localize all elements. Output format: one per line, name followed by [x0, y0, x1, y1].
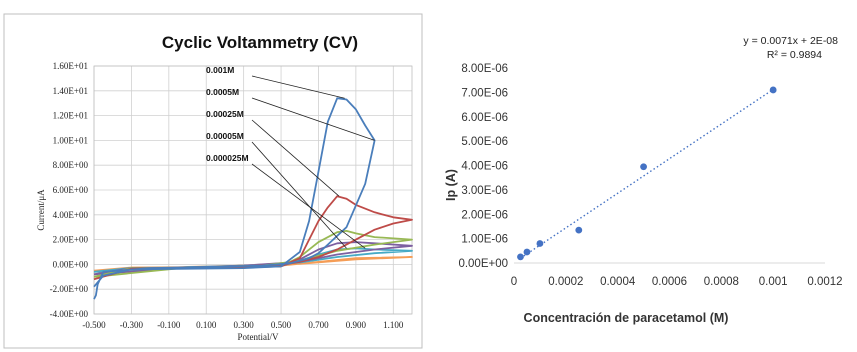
cv-chart: Cyclic Voltammetry (CV) -4.00E+00 -2.00E+… — [3, 13, 423, 349]
cv-x-tick-label: -0.500 — [82, 320, 106, 330]
calibration-chart: 0.00E+00 1.00E-06 2.00E-06 3.00E-06 4.00E-06… — [444, 35, 843, 325]
cal-x-tick-label: 0.0002 — [548, 276, 583, 288]
cv-x-tick-label: -0.300 — [120, 320, 144, 330]
cv-y-tick-label: 0.00E+00 — [53, 259, 89, 269]
cal-x-tick-label: 0.0004 — [600, 276, 636, 288]
cv-y-tick-label: 8.00E+00 — [53, 160, 89, 170]
cal-y-tick-label: 7.00E-06 — [461, 87, 508, 99]
cv-annotations: 0.001M 0.0005M 0.00025M 0.00005M 0.000025M — [206, 65, 375, 249]
cal-x-tick-label: 0.0006 — [652, 276, 687, 288]
cal-equation: y = 0.0071x + 2E-08 — [743, 35, 838, 47]
cal-y-tick-label: 0.00E+00 — [458, 258, 508, 270]
cal-y-tick-labels: 0.00E+00 1.00E-06 2.00E-06 3.00E-06 4.00E-06… — [458, 63, 508, 270]
cal-y-tick-label: 2.00E-06 — [461, 209, 508, 221]
cal-data-points — [517, 86, 777, 261]
cv-leader-line — [251, 141, 347, 249]
cv-leader-line — [251, 119, 340, 197]
cal-x-tick-label: 0.0012 — [807, 276, 842, 288]
cv-series-lines — [93, 97, 413, 300]
cal-y-tick-label: 5.00E-06 — [461, 136, 508, 148]
cv-concentration-label: 0.001M — [206, 65, 234, 75]
cv-concentration-label: 0.000025M — [206, 153, 249, 163]
cal-data-point — [517, 253, 524, 261]
cv-x-tick-label: 0.900 — [346, 320, 367, 330]
cv-concentration-label: 0.0005M — [206, 87, 239, 97]
cv-y-tick-label: 1.00E+01 — [53, 135, 88, 145]
cv-y-tick-label: 1.60E+01 — [53, 61, 88, 71]
cv-chart-frame — [3, 13, 423, 349]
cal-data-point — [523, 248, 531, 256]
cal-y-tick-label: 6.00E-06 — [461, 112, 508, 124]
cv-y-tick-label: 2.00E+00 — [53, 235, 89, 245]
cv-concentration-label: 0.00005M — [206, 131, 244, 141]
cv-series-line — [93, 97, 376, 300]
cv-x-tick-label: 0.300 — [234, 320, 255, 330]
cal-y-tick-label: 8.00E-06 — [461, 63, 508, 75]
cv-y-tick-label: 1.20E+01 — [53, 111, 88, 121]
cal-y-tick-label: 4.00E-06 — [461, 161, 508, 173]
cal-x-tick-label: 0.001 — [759, 276, 788, 288]
cal-x-tick-label: 0 — [511, 276, 517, 288]
cv-concentration-label: 0.00025M — [206, 109, 244, 119]
cal-data-point — [575, 226, 583, 234]
cal-r-squared: R² = 0.9894 — [767, 49, 822, 61]
cv-y-axis-label: Current/μA — [36, 189, 46, 231]
cv-y-tick-label: 6.00E+00 — [53, 185, 89, 195]
cv-title: Cyclic Voltammetry (CV) — [162, 33, 358, 52]
cal-data-point — [536, 240, 544, 247]
cv-y-tick-labels: -4.00E+00 -2.00E+00 0.00E+00 2.00E+00 4.00E+… — [50, 61, 89, 319]
cv-plot-area — [93, 65, 413, 315]
cal-trendline-line — [520, 88, 774, 259]
cv-y-tick-label: -2.00E+00 — [50, 284, 89, 294]
cal-x-tick-labels: 0 0.0002 0.0004 0.0006 0.0008 0.001 0.0012 — [511, 276, 843, 288]
cal-data-point — [769, 86, 777, 94]
cal-y-tick-label: 3.00E-06 — [461, 185, 508, 197]
cal-x-axis-label: Concentración de paracetamol (M) — [524, 311, 729, 325]
cal-y-tick-label: 1.00E-06 — [461, 234, 508, 246]
cv-y-tick-label: -4.00E+00 — [50, 309, 89, 319]
cv-x-tick-label: -0.100 — [157, 320, 181, 330]
cv-x-tick-labels: -0.500 -0.300 -0.100 0.100 0.300 0.500 0.700 0.… — [82, 320, 404, 330]
cv-x-tick-label: 0.700 — [308, 320, 329, 330]
cv-gridlines — [93, 65, 413, 315]
cv-x-tick-label: 0.100 — [196, 320, 217, 330]
cv-leader-line — [251, 75, 345, 99]
cv-leader-line — [251, 97, 375, 141]
cal-trendline — [520, 88, 774, 259]
cv-x-tick-label: 0.500 — [271, 320, 292, 330]
cv-x-axis-label: Potential/V — [238, 332, 279, 342]
cal-data-point — [640, 163, 647, 171]
cv-x-tick-label: 1.100 — [383, 320, 404, 330]
cv-leader-line — [251, 163, 366, 249]
cal-y-axis-label: Ip (A) — [444, 169, 458, 201]
cv-y-tick-label: 1.40E+01 — [53, 86, 88, 96]
cv-y-tick-label: 4.00E+00 — [53, 210, 89, 220]
cal-x-tick-label: 0.0008 — [704, 276, 739, 288]
